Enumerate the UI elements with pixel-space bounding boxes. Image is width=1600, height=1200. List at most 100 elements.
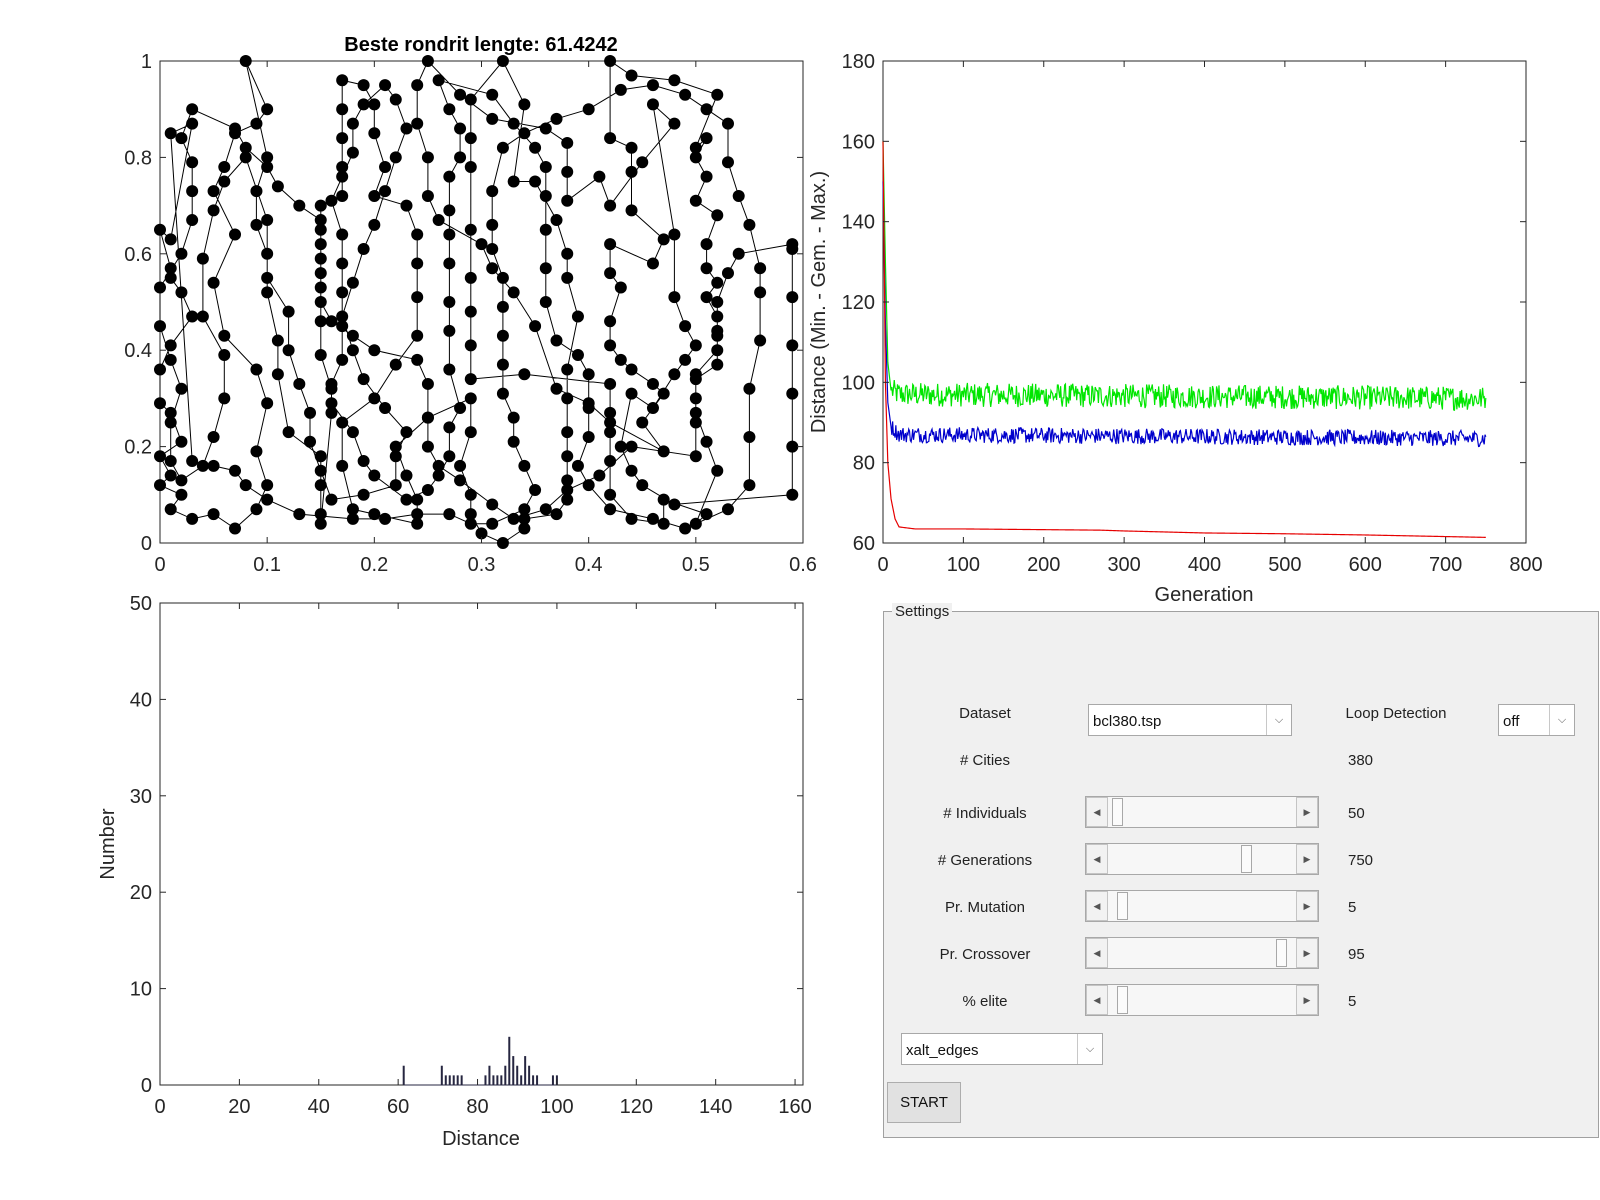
y-tick-label: 0 — [141, 1075, 152, 1097]
city-point — [443, 421, 456, 434]
city-point — [443, 508, 456, 521]
city-point — [529, 141, 542, 154]
crossover-method-dropdown[interactable]: xalt_edges ⌵ — [901, 1033, 1103, 1065]
city-point — [689, 141, 702, 154]
cities-label: # Cities — [959, 752, 1011, 769]
city-point — [743, 382, 756, 395]
y-tick-label: 1 — [141, 51, 152, 73]
slider-thumb[interactable] — [1276, 939, 1288, 967]
city-point — [443, 103, 456, 116]
x-tick-label: 20 — [228, 1096, 250, 1118]
city-point — [218, 175, 231, 188]
city-point — [411, 79, 424, 92]
tour-plot-area — [159, 60, 804, 544]
city-point — [293, 508, 306, 521]
slider-thumb[interactable] — [1111, 798, 1123, 826]
dataset-dropdown[interactable]: bcl380.tsp ⌵ — [1088, 704, 1292, 736]
city-point — [614, 353, 627, 366]
histogram-bar — [524, 1056, 527, 1085]
arrow-left-icon[interactable]: ◀ — [1086, 985, 1108, 1015]
city-point — [154, 479, 166, 492]
arrow-right-icon[interactable]: ▶ — [1296, 844, 1318, 874]
city-point — [196, 310, 209, 323]
city-point — [604, 339, 617, 352]
city-point — [175, 435, 188, 448]
city-point — [582, 479, 595, 492]
city-point — [625, 141, 638, 154]
x-tick-label: 100 — [947, 554, 980, 576]
city-point — [593, 469, 606, 482]
city-point — [679, 320, 692, 333]
city-point — [346, 426, 359, 439]
parameter-slider[interactable]: ◀ ▶ — [1085, 984, 1319, 1016]
slider-thumb[interactable] — [1116, 986, 1128, 1014]
y-tick: 20 — [130, 882, 803, 904]
city-point — [346, 329, 359, 342]
city-point — [754, 262, 767, 275]
arrow-right-icon[interactable]: ▶ — [1296, 985, 1318, 1015]
arrow-right-icon[interactable]: ▶ — [1296, 797, 1318, 827]
x-tick: 120 — [620, 603, 653, 1118]
city-point — [196, 252, 209, 265]
city-point — [336, 257, 349, 270]
city-point — [539, 296, 552, 308]
city-point — [186, 103, 199, 116]
city-point — [711, 310, 724, 323]
slider-thumb[interactable] — [1116, 892, 1128, 920]
parameter-slider[interactable]: ◀ ▶ — [1085, 937, 1319, 969]
city-point — [486, 218, 499, 231]
city-point — [368, 469, 381, 482]
x-tick: 800 — [1509, 61, 1543, 576]
city-point — [443, 228, 456, 241]
city-point — [186, 455, 199, 468]
city-point — [711, 344, 724, 357]
city-point — [314, 214, 327, 227]
city-point — [346, 146, 359, 159]
city-point — [368, 508, 381, 521]
city-point — [689, 416, 702, 429]
city-point — [411, 257, 424, 270]
city-point — [561, 426, 574, 439]
loop-detection-dropdown[interactable]: off ⌵ — [1498, 704, 1575, 736]
histogram-bar — [500, 1075, 503, 1085]
city-point — [507, 512, 520, 525]
arrow-left-icon[interactable]: ◀ — [1086, 844, 1108, 874]
x-tick-label: 160 — [778, 1096, 811, 1118]
x-tick-label: 60 — [387, 1096, 409, 1118]
city-point — [389, 440, 402, 453]
city-point — [239, 141, 252, 154]
city-point — [668, 498, 681, 511]
dataset-label: Dataset — [959, 705, 1011, 722]
parameter-slider[interactable]: ◀ ▶ — [1085, 890, 1319, 922]
histogram-bar — [456, 1075, 459, 1085]
city-point — [454, 151, 467, 164]
arrow-left-icon[interactable]: ◀ — [1086, 938, 1108, 968]
slider-thumb[interactable] — [1240, 845, 1252, 873]
city-point — [668, 117, 681, 130]
city-point — [357, 455, 370, 468]
arrow-left-icon[interactable]: ◀ — [1086, 797, 1108, 827]
tour-plot: 0 0.1 0.2 0.3 0.4 0.5 0.6 0 0.2 0.4 0.6 0.8 1 Beste… — [124, 34, 817, 576]
arrow-right-icon[interactable]: ▶ — [1296, 938, 1318, 968]
y-tick: 40 — [130, 689, 803, 711]
x-tick: 0 — [877, 61, 889, 576]
city-point — [314, 479, 327, 492]
x-tick-label: 0.4 — [575, 554, 603, 576]
city-point — [700, 508, 713, 521]
city-point — [496, 387, 509, 400]
parameter-slider[interactable]: ◀ ▶ — [1085, 843, 1319, 875]
start-button[interactable]: START — [887, 1082, 961, 1123]
city-point — [689, 194, 702, 207]
arrow-left-icon[interactable]: ◀ — [1086, 891, 1108, 921]
city-point — [604, 426, 617, 439]
x-tick: 0.3 — [468, 61, 495, 576]
arrow-right-icon[interactable]: ▶ — [1296, 891, 1318, 921]
city-point — [325, 315, 338, 328]
parameter-slider[interactable]: ◀ ▶ — [1085, 796, 1319, 828]
city-point — [175, 132, 188, 145]
city-point — [379, 185, 392, 198]
city-point — [325, 377, 338, 390]
city-point — [700, 291, 713, 304]
chevron-down-icon: ⌵ — [1077, 1034, 1102, 1064]
city-point — [400, 469, 413, 482]
